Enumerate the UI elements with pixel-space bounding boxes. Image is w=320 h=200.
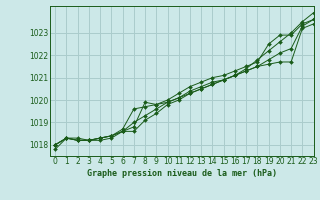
X-axis label: Graphe pression niveau de la mer (hPa): Graphe pression niveau de la mer (hPa) xyxy=(87,169,276,178)
